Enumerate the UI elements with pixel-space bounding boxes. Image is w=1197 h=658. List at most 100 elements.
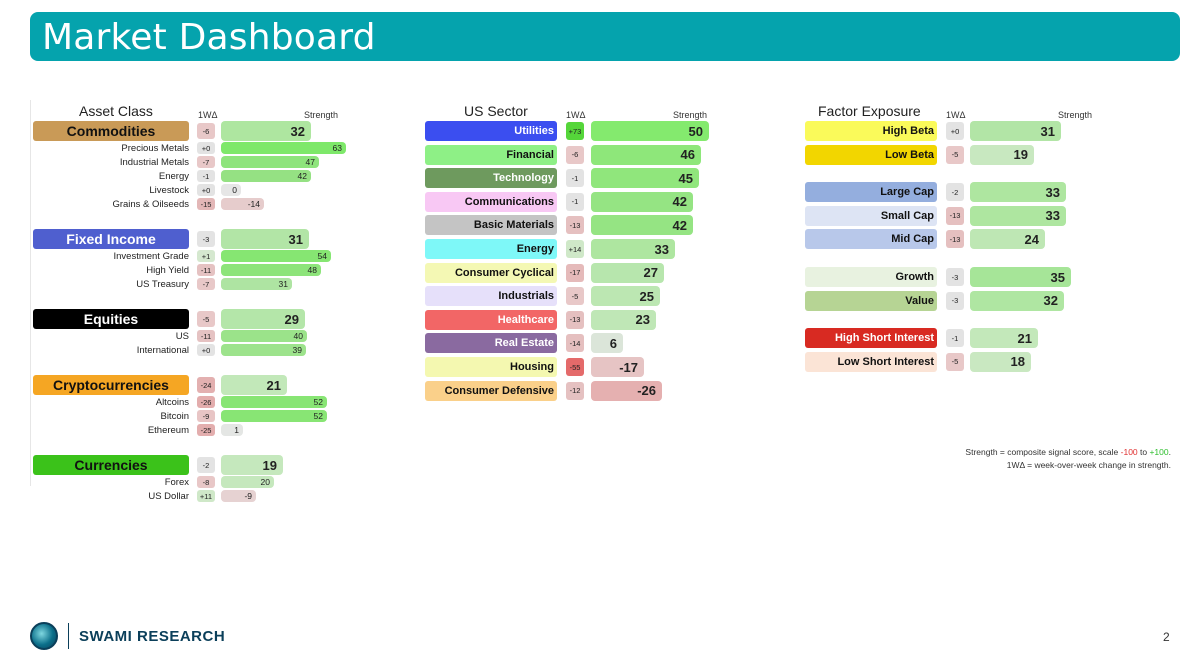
sector-change: -14 [566,334,584,353]
factor-change: -5 [946,352,964,371]
sector-strength-bar: 23 [591,309,656,330]
asset-group-label: Fixed Income [33,229,189,249]
sector-change: -5 [566,287,584,306]
asset-item-label: Grains & Oilseeds [112,199,189,210]
factor-strength-header: Strength [1058,110,1093,120]
factor-strength-bar: 18 [970,351,1031,372]
factor-label: Low Short Interest [805,351,937,372]
note-suffix: . [1168,447,1171,457]
asset-group-label: Currencies [33,455,189,475]
factor-strength-bar: 21 [970,328,1038,349]
sector-change: +14 [566,240,584,258]
asset-item-change: -15 [197,198,215,210]
asset-item-label: International [136,345,189,356]
asset-item-strength-bar: 54 [221,250,331,262]
asset-item-label: US Dollar [148,491,189,502]
asset-item-strength-bar: -14 [221,198,264,210]
asset-item-change: -7 [197,156,215,168]
asset-item-change: -7 [197,278,215,290]
asset-item-change: -25 [197,424,215,436]
factor-label: Mid Cap [805,229,937,250]
sector-strength-bar: 45 [591,168,699,189]
sector-label: Real Estate [425,333,557,354]
logo-divider [68,623,69,649]
factor-label: High Short Interest [805,328,937,349]
factor-change: -2 [946,183,964,202]
asset-item-strength-bar: 42 [221,170,311,182]
asset-item-change: -11 [197,264,215,276]
asset-item-change: +0 [197,344,215,356]
factor-change: -3 [946,268,964,286]
asset-item-strength-bar: 0 [221,184,241,196]
asset-item-label: US Treasury [136,279,189,290]
factor-label: Growth [805,267,937,287]
factor-strength-bar: 24 [970,229,1045,250]
asset-item-label: Energy [158,171,189,182]
sector-label: Consumer Defensive [425,380,557,401]
sector-strength-bar: 27 [591,262,664,283]
sector-strength-bar: 42 [591,191,693,212]
title-bar: Market Dashboard [30,12,1180,61]
sector-change: -1 [566,169,584,188]
asset-item-strength-bar: 52 [221,396,327,408]
factor-exposure-header: Factor Exposure [818,103,921,119]
asset-item-strength-bar: 39 [221,344,306,356]
factor-strength-bar: 35 [970,267,1071,287]
asset-item-strength-bar: 52 [221,410,327,422]
factor-strength-bar: 19 [970,144,1034,165]
factor-strength-bar: 31 [970,121,1061,141]
us-sector-header: US Sector [464,103,528,119]
sector-strength-bar: 33 [591,239,675,259]
sector-label: Communications [425,191,557,212]
sector-change: -6 [566,145,584,164]
asset-item-label: Ethereum [147,425,189,436]
factor-label: High Beta [805,121,937,141]
factor-label: Value [805,290,937,311]
sector-strength-bar: -26 [591,380,662,401]
asset-item-change: -11 [197,330,215,342]
asset-group-strength-bar: 21 [221,375,287,395]
asset-item-change: +0 [197,184,215,196]
note-neg: -100 [1120,447,1138,457]
note-text: Strength = composite signal score, scale [965,447,1121,457]
footer-logo: SWAMI RESEARCH [30,622,225,650]
asset-group-change: -6 [197,123,215,139]
asset-item-label: Industrial Metals [119,157,189,168]
sector-label: Consumer Cyclical [425,262,557,283]
sector-strength-header: Strength [673,110,708,120]
asset-item-strength-bar: 31 [221,278,292,290]
note-mid: to [1137,447,1150,457]
asset-group-label: Commodities [33,121,189,141]
asset-item-strength-bar: -9 [221,490,256,502]
sector-label: Healthcare [425,309,557,330]
factor-label: Small Cap [805,205,937,226]
asset-item-strength-bar: 48 [221,264,321,276]
factor-change: -13 [946,230,964,249]
asset-item-label: Precious Metals [121,143,189,154]
asset-item-label: Forex [164,477,189,488]
asset-item-change: +1 [197,250,215,262]
globe-icon [30,622,58,650]
asset-group-strength-bar: 19 [221,455,283,475]
asset-change-header: 1WΔ [198,110,218,120]
factor-change: -5 [946,145,964,164]
asset-item-label: US [175,331,189,342]
asset-group-change: -24 [197,377,215,393]
sector-strength-bar: 6 [591,333,623,354]
sector-change: -13 [566,310,584,329]
asset-item-strength-bar: 40 [221,330,307,342]
asset-item-strength-bar: 20 [221,476,274,488]
asset-item-label: High Yield [146,265,189,276]
asset-group-label: Cryptocurrencies [33,375,189,395]
asset-item-label: Altcoins [155,397,189,408]
sector-label: Housing [425,357,557,377]
sector-label: Energy [425,239,557,259]
asset-group-change: -2 [197,457,215,473]
sector-change: -55 [566,358,584,376]
asset-item-strength-bar: 63 [221,142,346,154]
asset-group-label: Equities [33,309,189,329]
asset-group-strength-bar: 31 [221,229,309,249]
asset-item-strength-bar: 1 [221,424,243,436]
sector-change: -17 [566,263,584,282]
factor-change: -3 [946,291,964,310]
